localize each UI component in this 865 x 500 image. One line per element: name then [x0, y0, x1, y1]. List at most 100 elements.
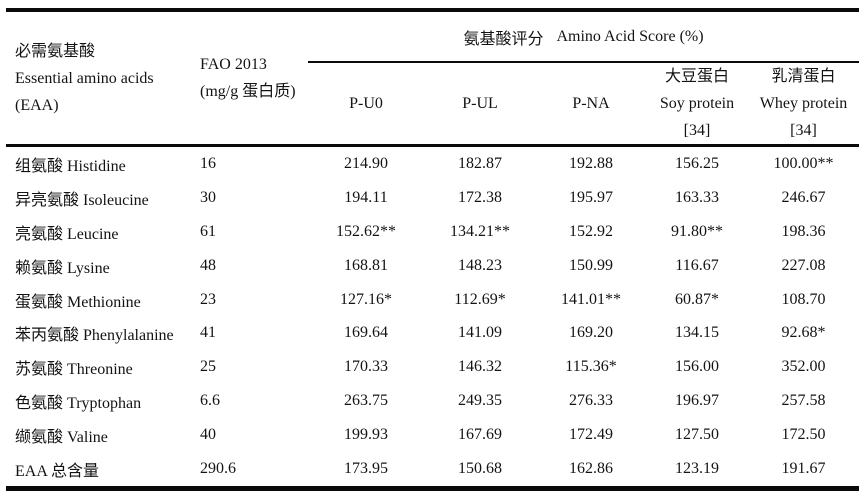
table-row-histidine: 组氨酸 Histidine 16 214.90 182.87 192.88 15…: [6, 147, 859, 181]
fao-value-cell: 48: [200, 256, 216, 274]
amino-acid-score-table: 必需氨基酸 Essential amino acids (EAA) FAO 20…: [6, 8, 859, 491]
score-pul-cell: 146.32: [458, 358, 502, 376]
score-pna-cell: 115.36*: [565, 358, 617, 376]
header-score-group: 氨基酸评分 Amino Acid Score (%) P-U0 P-UL P-N…: [308, 12, 859, 144]
table-row-valine: 缬氨酸 Valine 40 199.93 167.69 172.49 127.5…: [6, 418, 859, 452]
score-group-rule: [308, 61, 859, 63]
header-bottom-rule: [6, 144, 859, 147]
fao-value-cell: 61: [200, 222, 216, 240]
header-fao-line-1: FAO 2013: [200, 56, 267, 73]
score-group-title-en: Amino Acid Score (%): [556, 27, 704, 45]
table-row-lysine: 赖氨酸 Lysine 48 168.81 148.23 150.99 116.6…: [6, 249, 859, 283]
score-soy-cell: 196.97: [675, 392, 719, 410]
score-pul-cell: 134.21**: [450, 222, 510, 240]
table-row-tryptophan: 色氨酸 Tryptophan 6.6 263.75 249.35 276.33 …: [6, 384, 859, 418]
score-whey-cell: 352.00: [781, 358, 826, 376]
table-header: 必需氨基酸 Essential amino acids (EAA) FAO 20…: [6, 12, 859, 144]
score-pul-cell: 167.69: [458, 426, 502, 444]
eaa-name-cell: 色氨酸 Tryptophan: [15, 395, 142, 413]
eaa-name-cell: 组氨酸 Histidine: [15, 157, 126, 175]
score-group-title-zh: 氨基酸评分: [463, 30, 544, 48]
header-eaa-column: 必需氨基酸 Essential amino acids (EAA): [6, 12, 196, 144]
subheader-soy-line-zh: 大豆蛋白: [664, 68, 729, 85]
subheader-soy-citation: [34]: [683, 122, 711, 139]
subheader-pul: P-UL: [462, 95, 498, 112]
table-top-rule: [6, 8, 859, 12]
eaa-name-cell: 异亮氨酸 Isoleucine: [15, 191, 149, 209]
score-soy-cell: 156.00: [675, 358, 719, 376]
fao-value-cell: 40: [200, 426, 216, 444]
subheader-soy-protein: 大豆蛋白 Soy protein [34]: [646, 63, 748, 144]
fao-value-cell: 290.6: [200, 459, 236, 477]
subheader-whey-citation: [34]: [790, 122, 817, 139]
score-pu0-cell: 152.62**: [336, 222, 396, 240]
score-whey-cell: 92.68*: [781, 324, 826, 342]
score-pna-cell: 172.49: [569, 426, 613, 444]
score-pu0-cell: 199.93: [344, 426, 388, 444]
score-pul-cell: 249.35: [458, 392, 502, 410]
table-row-leucine: 亮氨酸 Leucine 61 152.62** 134.21** 152.92 …: [6, 215, 859, 249]
score-pna-cell: 162.86: [569, 459, 613, 477]
header-fao-column: FAO 2013 (mg/g 蛋白质): [196, 12, 308, 144]
header-eaa-line-zh: 必需氨基酸: [15, 42, 96, 60]
eaa-name-cell: 亮氨酸 Leucine: [15, 225, 119, 243]
score-pna-cell: 192.88: [569, 154, 613, 172]
fao-value-cell: 25: [200, 358, 216, 376]
table-body: 组氨酸 Histidine 16 214.90 182.87 192.88 15…: [6, 147, 859, 486]
subheader-pna: P-NA: [572, 95, 610, 112]
eaa-name-cell: 苯丙氨酸 Phenylalanine: [15, 327, 174, 345]
table-row-isoleucine: 异亮氨酸 Isoleucine 30 194.11 172.38 195.97 …: [6, 181, 859, 215]
score-soy-cell: 116.67: [675, 256, 719, 274]
eaa-name-cell: 蛋氨酸 Methionine: [15, 293, 141, 311]
fao-value-cell: 41: [200, 324, 216, 342]
score-pu0-cell: 214.90: [344, 154, 388, 172]
table-row-phenylalanine: 苯丙氨酸 Phenylalanine 41 169.64 141.09 169.…: [6, 316, 859, 350]
table-row-threonine: 苏氨酸 Threonine 25 170.33 146.32 115.36* 1…: [6, 350, 859, 384]
eaa-name-cell: 苏氨酸 Threonine: [15, 361, 133, 379]
fao-value-cell: 16: [200, 154, 216, 172]
score-pul-cell: 150.68: [458, 459, 502, 477]
score-subcolumns: P-U0 P-UL P-NA 大豆蛋白 Soy protein [34] 乳清蛋…: [308, 63, 859, 144]
subheader-soy-line-en: Soy protein: [659, 95, 735, 112]
score-pul-cell: 182.87: [458, 154, 502, 172]
score-soy-cell: 156.25: [675, 154, 719, 172]
score-soy-cell: 127.50: [675, 426, 719, 444]
table-row-methionine: 蛋氨酸 Methionine 23 127.16* 112.69* 141.01…: [6, 283, 859, 317]
score-soy-cell: 91.80**: [671, 222, 723, 240]
subheader-pu0: P-U0: [349, 95, 383, 112]
score-soy-cell: 123.19: [675, 459, 719, 477]
score-pu0-cell: 194.11: [344, 188, 388, 206]
subheader-whey-protein: 乳清蛋白 Whey protein [34]: [748, 63, 859, 144]
score-whey-cell: 100.00**: [773, 154, 834, 172]
eaa-name-cell: EAA 总含量: [15, 462, 100, 480]
table-row-eaa-total: EAA 总含量 290.6 173.95 150.68 162.86 123.1…: [6, 452, 859, 486]
score-pu0-cell: 169.64: [344, 324, 388, 342]
score-whey-cell: 191.67: [781, 459, 826, 477]
score-whey-cell: 257.58: [781, 392, 826, 410]
header-eaa-line-abbr: (EAA): [15, 96, 59, 114]
score-pna-cell: 169.20: [569, 324, 613, 342]
score-whey-cell: 108.70: [781, 290, 826, 308]
subheader-whey-line-en: Whey protein: [759, 95, 848, 112]
score-whey-cell: 227.08: [781, 256, 826, 274]
table-bottom-rule: [6, 485, 859, 491]
score-whey-cell: 198.36: [781, 222, 826, 240]
header-eaa-line-en: Essential amino acids: [15, 69, 154, 87]
score-pna-cell: 276.33: [569, 392, 613, 410]
fao-value-cell: 6.6: [200, 392, 220, 410]
score-pna-cell: 141.01**: [561, 290, 621, 308]
score-whey-cell: 246.67: [781, 188, 826, 206]
score-pu0-cell: 263.75: [344, 392, 388, 410]
eaa-name-cell: 赖氨酸 Lysine: [15, 259, 110, 277]
score-whey-cell: 172.50: [781, 426, 826, 444]
eaa-name-cell: 缬氨酸 Valine: [15, 429, 108, 447]
header-fao-line-2: (mg/g 蛋白质): [200, 83, 296, 100]
score-soy-cell: 163.33: [675, 188, 719, 206]
subheader-whey-line-zh: 乳清蛋白: [771, 68, 836, 85]
score-pna-cell: 152.92: [569, 222, 613, 240]
score-group-title: 氨基酸评分 Amino Acid Score (%): [308, 12, 859, 61]
score-pu0-cell: 127.16*: [340, 290, 392, 308]
score-soy-cell: 134.15: [675, 324, 719, 342]
score-pu0-cell: 168.81: [344, 256, 388, 274]
score-pul-cell: 172.38: [458, 188, 502, 206]
